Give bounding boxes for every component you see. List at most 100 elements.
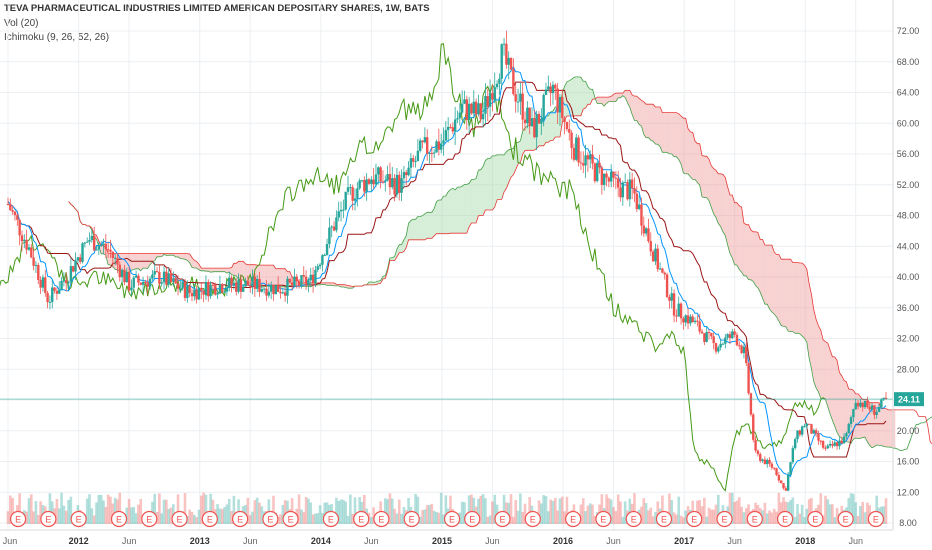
volume-bar: [388, 493, 392, 524]
cloud-segment: [543, 115, 546, 146]
candle-body: [281, 292, 285, 294]
cloud-segment: [392, 256, 395, 261]
cloud-segment: [830, 349, 833, 421]
candle-body: [838, 440, 841, 447]
candle-body: [679, 303, 683, 319]
cloud-segment: [881, 408, 884, 447]
candle-body: [509, 57, 513, 70]
x-tick-label: 2015: [432, 536, 452, 546]
candle-body: [386, 174, 389, 181]
candle-body: [244, 280, 247, 287]
candle-body: [547, 86, 550, 90]
candle-body: [603, 173, 606, 185]
volume-bar: [11, 497, 14, 524]
earnings-marker: [110, 510, 128, 528]
cloud-segment: [590, 89, 593, 105]
candle-body: [11, 210, 14, 212]
candle-body: [761, 459, 764, 461]
cloud-segment: [441, 196, 444, 234]
candle-body: [423, 137, 427, 143]
volume-bar: [18, 493, 21, 524]
candle-body: [297, 281, 301, 286]
ichimoku-indicator-label[interactable]: Ichimoku (9, 26, 52, 26): [4, 32, 110, 43]
cloud-segment: [646, 104, 649, 138]
candle-body: [37, 264, 40, 280]
cloud-segment: [767, 245, 770, 310]
candle-body: [223, 291, 226, 293]
candle-body: [849, 417, 853, 424]
volume-bar: [542, 495, 545, 524]
cloud-segment: [506, 149, 509, 189]
candle-body: [672, 293, 676, 316]
candle-body: [165, 271, 168, 285]
candle-body: [218, 284, 222, 294]
candle-body: [102, 243, 105, 246]
candle-body: [479, 103, 482, 120]
cloud-segment: [795, 262, 798, 334]
volume-bar: [95, 502, 98, 524]
cloud-segment: [722, 174, 726, 236]
volume-indicator-label[interactable]: Vol (20): [4, 18, 39, 29]
volume-bar: [859, 505, 862, 524]
cloud-segment: [492, 155, 495, 211]
volume-bar: [703, 497, 706, 524]
candle-body: [167, 273, 170, 285]
cloud-segment: [748, 224, 751, 280]
cloud-segment: [790, 259, 793, 332]
volume-bar: [614, 511, 618, 524]
candle-body: [90, 235, 94, 241]
cloud-segment: [732, 195, 735, 265]
cloud-segment: [494, 154, 498, 208]
candle-body: [186, 285, 189, 298]
candle-body: [195, 289, 198, 300]
volume-bar: [220, 509, 224, 524]
earnings-marker: [322, 510, 340, 528]
volume-bar: [314, 513, 317, 524]
candle-body: [9, 204, 12, 211]
cloud-segment: [690, 131, 693, 180]
candle-body: [41, 277, 45, 288]
candle-body: [125, 272, 128, 283]
candle-body: [388, 174, 392, 188]
last-price-value: 24.11: [898, 395, 920, 405]
price-candles: [6, 30, 888, 492]
volume-bar: [770, 512, 774, 524]
earnings-marker: [171, 510, 188, 528]
volume-bar: [6, 511, 10, 524]
volume-bar: [132, 506, 136, 524]
candle-body: [544, 89, 548, 95]
candle-body: [169, 273, 173, 282]
candle-body: [358, 180, 361, 189]
candle-body: [137, 275, 140, 283]
earnings-marker-label: E: [378, 515, 384, 525]
y-tick-label: 72.00: [897, 26, 920, 36]
volume-bar: [137, 504, 140, 524]
candle-body: [845, 433, 848, 437]
volume-bar: [621, 516, 625, 524]
candle-body: [814, 430, 818, 434]
candle-body: [712, 336, 715, 344]
last-price-badge: [894, 392, 924, 407]
cloud-segment: [771, 245, 775, 315]
volume-bar: [316, 513, 320, 524]
volume-bar: [549, 499, 552, 524]
candle-body: [356, 188, 359, 199]
volume-bar: [884, 498, 888, 524]
cloud-segment: [657, 106, 661, 147]
candle-body: [749, 393, 753, 415]
candle-body: [635, 193, 639, 210]
volume-bar: [605, 494, 608, 524]
earnings-marker-label: E: [691, 515, 697, 525]
tenkan-sen-line: [7, 65, 887, 478]
volume-bar: [677, 496, 681, 524]
candle-body: [339, 209, 343, 212]
volume-bar: [195, 517, 198, 524]
candle-body: [530, 118, 534, 127]
cloud-segment: [462, 184, 465, 234]
candle-body: [728, 334, 732, 339]
volume-bar: [300, 509, 303, 524]
volume-bar: [705, 516, 708, 524]
candle-body: [528, 107, 531, 127]
cloud-segment: [587, 86, 591, 105]
